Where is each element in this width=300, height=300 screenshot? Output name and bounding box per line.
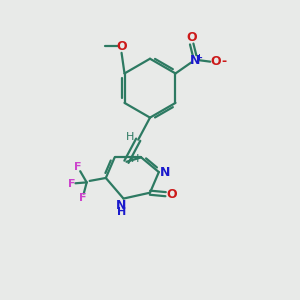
Text: N: N	[116, 199, 126, 212]
Text: H: H	[130, 154, 139, 164]
Text: F: F	[74, 162, 81, 172]
Text: F: F	[68, 179, 75, 189]
Text: F: F	[79, 193, 86, 203]
Text: N: N	[160, 166, 170, 178]
Text: +: +	[196, 53, 202, 62]
Text: O: O	[186, 31, 197, 44]
Text: O: O	[116, 40, 127, 53]
Text: N: N	[190, 54, 200, 67]
Text: H: H	[116, 207, 126, 218]
Text: O: O	[167, 188, 177, 201]
Text: -: -	[221, 55, 226, 68]
Text: O: O	[210, 55, 220, 68]
Text: H: H	[126, 132, 134, 142]
